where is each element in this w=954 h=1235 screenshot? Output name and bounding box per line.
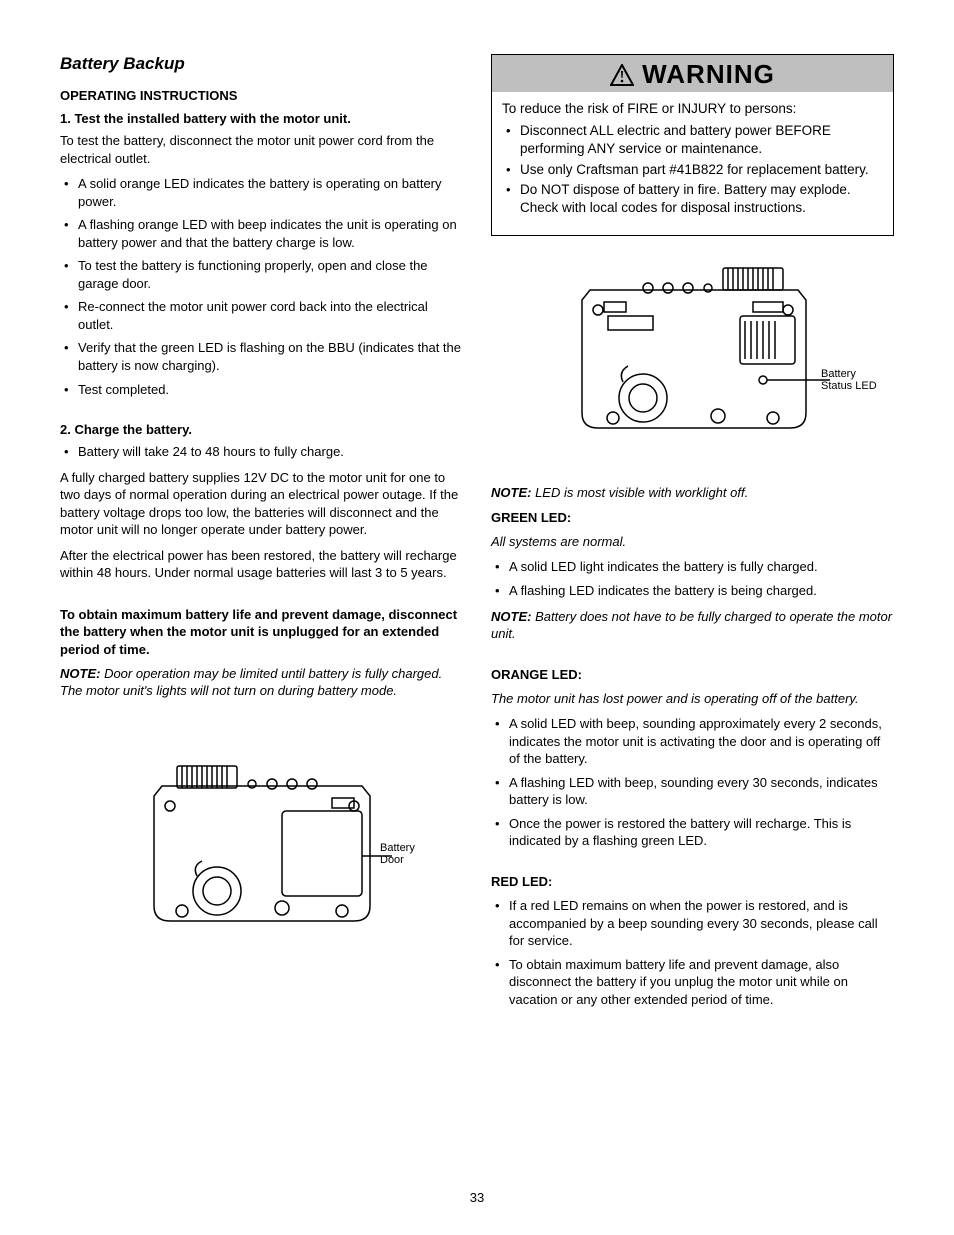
note: NOTE: Door operation may be limited unti… [60,665,463,700]
note-text: Battery does not have to be fully charge… [491,609,892,642]
warning-body: To reduce the risk of FIRE or INJURY to … [492,92,893,235]
motor-unit-diagram-icon [122,756,402,931]
list-item: Re-connect the motor unit power cord bac… [64,298,463,333]
step1-list: A solid orange LED indicates the battery… [60,175,463,398]
note: NOTE: LED is most visible with worklight… [491,484,894,502]
warning-word: WARNING [642,59,775,90]
battery-status-led-callout: Battery Status LED [821,368,877,392]
bold-note: To obtain maximum battery life and preve… [60,606,463,659]
warning-header: WARNING [492,55,893,92]
list-item: To test the battery is functioning prope… [64,257,463,292]
list-item: A flashing LED indicates the battery is … [495,582,894,600]
list-item: A solid LED with beep, sounding approxim… [495,715,894,768]
green-led-list: A solid LED light indicates the battery … [491,558,894,599]
orange-led-sub: The motor unit has lost power and is ope… [491,690,894,708]
list-item: To obtain maximum battery life and preve… [495,956,894,1009]
list-item: If a red LED remains on when the power i… [495,897,894,950]
list-item: A solid orange LED indicates the battery… [64,175,463,210]
list-item: Use only Craftsman part #41B822 for repl… [506,161,883,179]
list-item: Battery will take 24 to 48 hours to full… [64,443,463,461]
list-item: Test completed. [64,381,463,399]
green-led-sub: All systems are normal. [491,533,894,551]
list-item: Disconnect ALL electric and battery powe… [506,122,883,158]
step2-list: Battery will take 24 to 48 hours to full… [60,443,463,461]
page-number: 33 [0,1190,954,1205]
battery-status-led-figure: Battery Status LED [491,258,894,468]
step1-heading: 1. Test the installed battery with the m… [60,111,463,126]
list-item: A flashing orange LED with beep indicate… [64,216,463,251]
warning-list: Disconnect ALL electric and battery powe… [502,122,883,217]
note-text: Door operation may be limited until batt… [60,666,442,699]
warning-intro: To reduce the risk of FIRE or INJURY to … [502,100,883,118]
list-item: Do NOT dispose of battery in fire. Batte… [506,181,883,217]
paragraph: After the electrical power has been rest… [60,547,463,582]
warning-triangle-icon [610,64,634,86]
paragraph: A fully charged battery supplies 12V DC … [60,469,463,539]
note-label: NOTE: [491,485,531,500]
red-led-heading: RED LED: [491,874,894,889]
right-column: WARNING To reduce the risk of FIRE or IN… [491,54,894,1016]
step1-intro: To test the battery, disconnect the moto… [60,132,463,167]
operating-instructions-heading: OPERATING INSTRUCTIONS [60,88,463,103]
note-label: NOTE: [60,666,100,681]
orange-led-list: A solid LED with beep, sounding approxim… [491,715,894,850]
warning-box: WARNING To reduce the risk of FIRE or IN… [491,54,894,236]
battery-door-figure: Battery Door [60,756,463,956]
list-item: A solid LED light indicates the battery … [495,558,894,576]
section-title: Battery Backup [60,54,463,74]
list-item: A flashing LED with beep, sounding every… [495,774,894,809]
motor-unit-led-diagram-icon [548,258,838,443]
list-item: Once the power is restored the battery w… [495,815,894,850]
step2-heading: 2. Charge the battery. [60,422,463,437]
left-column: Battery Backup OPERATING INSTRUCTIONS 1.… [60,54,463,1016]
note-text: LED is most visible with worklight off. [531,485,748,500]
note-label: NOTE: [491,609,531,624]
list-item: Verify that the green LED is flashing on… [64,339,463,374]
red-led-list: If a red LED remains on when the power i… [491,897,894,1008]
green-led-heading: GREEN LED: [491,510,894,525]
orange-led-heading: ORANGE LED: [491,667,894,682]
note: NOTE: Battery does not have to be fully … [491,608,894,643]
battery-door-callout: Battery Door [380,842,415,866]
